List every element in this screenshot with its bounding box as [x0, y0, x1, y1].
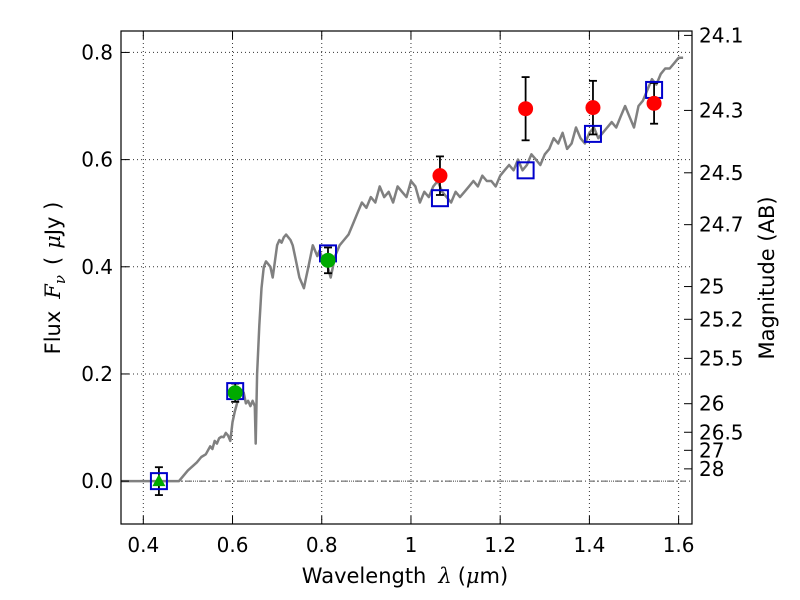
mag-tick-label: 25.2	[699, 307, 744, 331]
x-tick-label: 0.6	[217, 533, 249, 557]
plot-border	[120, 30, 693, 525]
y-tick-label: 0.6	[81, 148, 113, 172]
model-photometry-box	[430, 189, 449, 208]
y-tick-label: 0.4	[81, 255, 113, 279]
model-photometry-box	[149, 472, 168, 491]
x-tick-label: 0.4	[127, 533, 159, 557]
plot-frame	[120, 30, 693, 525]
mag-tick-label: 24.7	[699, 213, 744, 237]
x-tick-label: 1	[405, 533, 418, 557]
green-data-point	[320, 252, 336, 268]
x-tick-label: 1.6	[663, 533, 695, 557]
mag-tick-label: 28	[699, 457, 724, 481]
axis-ticks: 0.4 0.6 0.8 1 1.2 1.4 1.6 0.0 0.2 0.4 0.6 0.8 24.1 24…	[81, 23, 743, 557]
red-data-point	[432, 168, 448, 184]
x-tick-label: 1.2	[484, 533, 516, 557]
red-data-point	[518, 101, 534, 117]
red-data-point	[646, 95, 662, 111]
y-tick-label: 0.0	[81, 469, 113, 493]
mag-tick-label: 24.5	[699, 161, 744, 185]
red-data-point	[585, 100, 601, 116]
y-tick-label: 0.2	[81, 362, 113, 386]
green-data-point	[227, 385, 243, 401]
green-triangle-point	[152, 474, 166, 487]
mag-tick-label: 25	[699, 275, 724, 299]
model-spectrum	[121, 56, 684, 483]
x-tick-label: 0.8	[306, 533, 338, 557]
mag-tick-label: 26.5	[699, 420, 744, 444]
y-tick-label: 0.8	[81, 40, 113, 64]
mag-tick-label: 26	[699, 392, 724, 416]
model-spectrum-line	[121, 56, 684, 483]
mag-tick-label: 24.3	[699, 98, 744, 122]
mag-tick-label: 27	[699, 438, 724, 462]
grid-lines	[121, 31, 692, 524]
model-photometry-box	[583, 124, 602, 143]
y2-axis-title: Magnitude (AB)	[755, 196, 779, 359]
mag-tick-label: 25.5	[699, 346, 744, 370]
mag-tick-label: 24.1	[699, 23, 744, 47]
data-points	[152, 95, 662, 487]
x-tick-label: 1.4	[573, 533, 605, 557]
model-photometry-box	[516, 161, 535, 180]
x-axis-title: Wavelength λ (μm)	[302, 564, 508, 588]
y-axis-title: FluxFν(μJy )	[41, 202, 69, 355]
